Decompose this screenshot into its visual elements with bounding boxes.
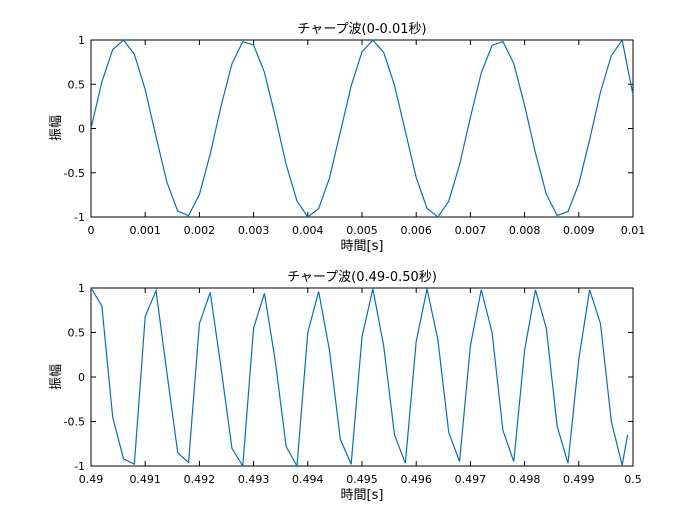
chart-top: チャープ波(0-0.01秒) -1 -0.5 0 0.5 1 0 0.001 0.002 0.… [49, 22, 645, 254]
x-tick-label: 0.008 [509, 224, 541, 237]
y-tick-label: 1 [78, 282, 85, 295]
x-tick-label: 0 [88, 224, 95, 237]
y-tick-label: 0 [78, 371, 85, 384]
y-ticks: -1 -0.5 0 0.5 1 [64, 282, 633, 473]
y-tick-label: -1 [74, 211, 85, 224]
x-tick-label: 0.005 [346, 224, 378, 237]
y-ticks: -1 -0.5 0 0.5 1 [64, 34, 633, 224]
y-tick-label: -1 [74, 460, 85, 473]
y-axis-label: 振幅 [49, 364, 64, 390]
plot-area [90, 287, 634, 467]
chart-title: チャープ波(0-0.01秒) [297, 22, 426, 37]
chart-bottom: チャープ波(0.49-0.50秒) -1-0.500.51 0.49 0.491 0… [49, 270, 642, 503]
x-tick-label: 0.491 [129, 473, 161, 486]
chart-title: チャープ波(0.49-0.50秒) [287, 270, 437, 285]
y-tick-label: 0.5 [68, 78, 86, 91]
x-tick-label: 0.01 [621, 224, 646, 237]
y-axis-label: 振幅 [49, 115, 64, 141]
x-tick-label: 0.497 [455, 473, 487, 486]
x-tick-label: 0.004 [292, 224, 324, 237]
series-line [90, 38, 634, 218]
series-line [90, 287, 629, 469]
x-tick-label: 0.001 [129, 224, 161, 237]
x-tick-label: 0.5 [624, 473, 642, 486]
y-tick-label: 0.5 [68, 327, 86, 340]
y-tick-label: 0 [78, 123, 85, 136]
x-tick-label: 0.499 [563, 473, 595, 486]
x-ticks: 0.49 0.491 0.492 0.493 0.494 0.495 0.496 0.497 0… [79, 288, 642, 486]
x-tick-label: 0.49 [79, 473, 104, 486]
x-tick-label: 0.494 [292, 473, 324, 486]
x-tick-label: 0.006 [400, 224, 432, 237]
x-tick-label: 0.498 [509, 473, 541, 486]
x-tick-label: 0.003 [238, 224, 270, 237]
y-tick-label: -0.5 [64, 416, 85, 429]
x-tick-label: 0.496 [400, 473, 432, 486]
x-ticks: 0 0.001 0.002 0.003 0.004 0.005 0.006 0.007 0.00… [88, 40, 646, 237]
x-tick-label: 0.009 [563, 224, 595, 237]
plot-area [90, 39, 634, 218]
y-tick-label: 1 [78, 34, 85, 47]
x-tick-label: 0.495 [346, 473, 378, 486]
x-tick-label: 0.002 [184, 224, 216, 237]
x-tick-label: 0.493 [238, 473, 270, 486]
x-tick-label: 0.492 [184, 473, 216, 486]
x-tick-label: 0.007 [455, 224, 487, 237]
x-axis-label: 時間[s] [341, 488, 384, 503]
y-tick-label: -0.5 [64, 167, 85, 180]
x-axis-label: 時間[s] [341, 239, 384, 254]
